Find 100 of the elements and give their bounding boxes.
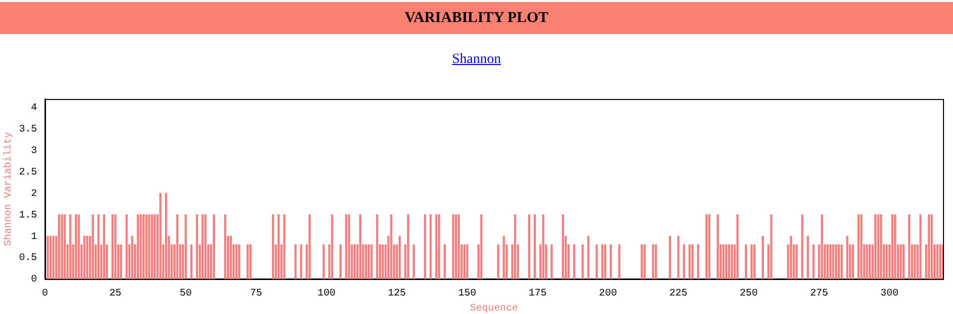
y-tick-label: 3 bbox=[30, 146, 38, 158]
bar bbox=[458, 214, 460, 279]
bar bbox=[877, 214, 880, 279]
bar bbox=[587, 236, 590, 279]
bar bbox=[908, 214, 910, 279]
bar bbox=[246, 244, 249, 279]
bar bbox=[331, 214, 334, 279]
bar bbox=[444, 244, 446, 279]
bar bbox=[480, 214, 482, 279]
bar bbox=[322, 244, 325, 279]
bar bbox=[148, 214, 150, 279]
bar bbox=[582, 244, 584, 279]
bar bbox=[398, 236, 401, 279]
bar bbox=[300, 244, 302, 279]
bar bbox=[682, 244, 686, 279]
y-tick-label: 0.5 bbox=[18, 253, 38, 264]
bar bbox=[812, 244, 815, 279]
bar bbox=[730, 244, 733, 279]
bar bbox=[376, 214, 378, 279]
bar bbox=[204, 214, 207, 279]
bar bbox=[212, 214, 215, 279]
bar bbox=[103, 214, 106, 279]
bar bbox=[46, 236, 49, 279]
bar bbox=[618, 244, 620, 279]
bar bbox=[744, 244, 748, 279]
bar bbox=[866, 244, 868, 279]
bar bbox=[573, 244, 576, 279]
bar bbox=[60, 214, 63, 279]
bar bbox=[97, 214, 100, 279]
bar bbox=[196, 214, 198, 279]
bar bbox=[64, 214, 66, 279]
bar bbox=[224, 214, 226, 279]
bar bbox=[463, 244, 466, 279]
chart-title: VARIABILITY PLOT bbox=[0, 2, 953, 34]
bar bbox=[834, 244, 838, 279]
bar bbox=[880, 214, 882, 279]
bar bbox=[136, 214, 139, 279]
bar bbox=[150, 214, 154, 279]
bar bbox=[868, 244, 871, 279]
y-axis-title: Shannon Variability bbox=[2, 132, 15, 246]
bar bbox=[652, 244, 654, 279]
bar bbox=[272, 214, 274, 279]
bar bbox=[412, 244, 415, 279]
bar bbox=[846, 236, 848, 279]
bar bbox=[359, 214, 362, 279]
y-tick-label: 0 bbox=[30, 274, 38, 286]
bar bbox=[340, 244, 342, 279]
bar bbox=[886, 244, 888, 279]
y-tick-label: 4 bbox=[30, 103, 38, 114]
bar bbox=[114, 214, 116, 279]
bar bbox=[534, 214, 536, 279]
x-tick-label: 25 bbox=[109, 288, 122, 300]
bar bbox=[140, 214, 142, 279]
bar bbox=[750, 244, 753, 279]
x-tick-label: 275 bbox=[810, 288, 828, 300]
bar bbox=[688, 244, 691, 279]
bar bbox=[83, 236, 86, 279]
bar bbox=[145, 214, 148, 279]
bar bbox=[601, 244, 604, 279]
bar bbox=[806, 236, 809, 279]
bar bbox=[111, 214, 114, 279]
bar bbox=[640, 244, 643, 279]
bar bbox=[58, 214, 60, 279]
y-tick-label: 2.5 bbox=[18, 168, 38, 178]
bar bbox=[728, 244, 730, 279]
bar bbox=[826, 244, 829, 279]
bar bbox=[790, 236, 792, 279]
bar bbox=[368, 244, 370, 279]
bar bbox=[74, 214, 78, 279]
bar bbox=[939, 244, 942, 279]
bar bbox=[120, 244, 122, 279]
bar bbox=[550, 244, 553, 279]
bar bbox=[914, 244, 916, 279]
x-tick-label: 50 bbox=[180, 288, 192, 300]
bar bbox=[838, 244, 840, 279]
bar bbox=[697, 244, 700, 279]
bar bbox=[69, 214, 72, 279]
bar bbox=[691, 244, 694, 279]
y-tick-label: 2 bbox=[30, 188, 38, 200]
bar bbox=[762, 236, 764, 279]
bar bbox=[154, 214, 156, 279]
bar bbox=[610, 244, 612, 279]
bar bbox=[52, 236, 55, 279]
bar bbox=[722, 244, 725, 279]
bar bbox=[126, 214, 128, 279]
bar bbox=[891, 214, 894, 279]
x-tick-label: 225 bbox=[669, 288, 688, 300]
bar bbox=[860, 214, 862, 279]
bar bbox=[249, 244, 252, 279]
bar bbox=[497, 244, 500, 279]
bar bbox=[668, 236, 672, 279]
bar bbox=[801, 214, 804, 279]
bar bbox=[936, 244, 938, 279]
bar bbox=[86, 236, 88, 279]
bar bbox=[430, 214, 432, 279]
bar bbox=[348, 214, 350, 279]
bar bbox=[176, 214, 178, 279]
bar bbox=[874, 214, 877, 279]
y-tick-label: 1.5 bbox=[18, 210, 38, 222]
bar bbox=[542, 214, 544, 279]
